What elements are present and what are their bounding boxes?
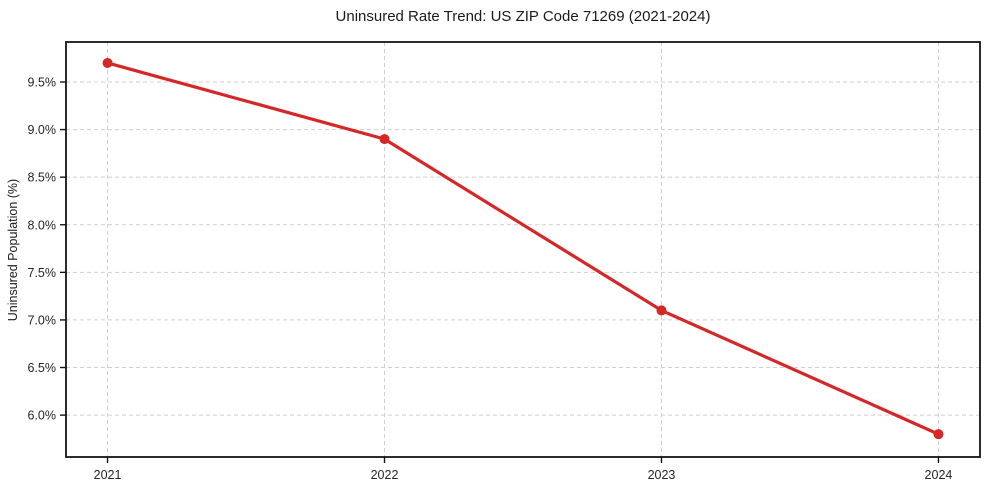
y-tick-label: 8.0% bbox=[28, 218, 57, 232]
x-tick-label: 2022 bbox=[371, 468, 399, 482]
data-point bbox=[102, 57, 113, 68]
plot-border bbox=[65, 41, 981, 458]
data-point bbox=[656, 305, 667, 316]
x-tick-label: 2024 bbox=[925, 468, 953, 482]
y-tick-label: 9.5% bbox=[28, 75, 57, 89]
y-tick-label: 8.5% bbox=[28, 171, 57, 185]
chart-title: Uninsured Rate Trend: US ZIP Code 71269 … bbox=[335, 8, 711, 25]
data-point bbox=[379, 134, 390, 145]
y-tick-label: 6.0% bbox=[28, 409, 57, 423]
trend-line bbox=[105, 61, 941, 436]
y-tick-label: 9.0% bbox=[28, 123, 57, 137]
data-point bbox=[933, 429, 944, 440]
y-tick-label: 6.5% bbox=[28, 361, 57, 375]
y-tick-label: 7.5% bbox=[28, 266, 57, 280]
x-tick-label: 2023 bbox=[648, 468, 676, 482]
y-tick-label: 7.0% bbox=[28, 313, 57, 327]
x-tick-label: 2021 bbox=[94, 468, 122, 482]
